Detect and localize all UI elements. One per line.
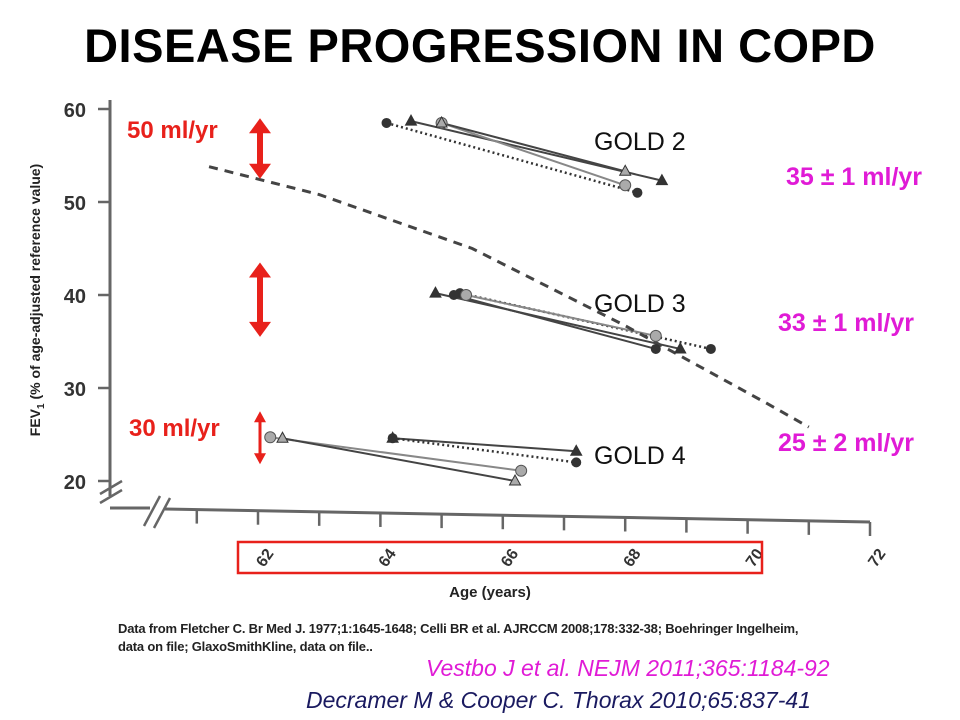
data-point	[618, 164, 632, 176]
series-line-6	[465, 294, 657, 337]
page-title: DISEASE PROGRESSION IN COPD	[84, 19, 876, 72]
series-line-10	[392, 437, 577, 453]
y-tick-label: 60	[64, 100, 86, 122]
x-tick-label: 72	[865, 546, 889, 570]
data-point	[632, 187, 643, 198]
group-label-gold2: GOLD 2	[594, 128, 686, 156]
range-arrow-head-up	[249, 262, 271, 278]
group-label-gold4: GOLD 4	[594, 442, 686, 470]
series-line-9	[282, 437, 516, 482]
rate-gold4: 25 ± 2 ml/yr	[778, 429, 915, 457]
data-point	[381, 117, 392, 128]
x-axis-line	[164, 507, 871, 524]
arrow-label-bottom: 30 ml/yr	[129, 415, 220, 442]
markers-group	[264, 114, 716, 486]
arrow-label-top: 50 ml/yr	[127, 117, 218, 144]
x-axis-label: Age (years)	[449, 584, 531, 601]
range-arrow-head-up	[254, 411, 266, 423]
x-axis-break-mark	[142, 495, 162, 527]
data-point	[276, 431, 289, 443]
y-axis-break-mark	[99, 479, 123, 496]
x-axis-highlight-box	[236, 540, 764, 575]
x-tick-label: 70	[743, 546, 767, 570]
data-point	[387, 433, 398, 444]
x-tick-label: 66	[498, 546, 522, 570]
data-point	[705, 343, 716, 354]
rate-gold3: 33 ± 1 ml/yr	[778, 309, 915, 337]
x-ticks: 62 64 66 68 70 72	[195, 509, 890, 570]
range-arrow-head-up	[249, 118, 271, 134]
series-line-7	[453, 294, 657, 350]
series-line-3	[441, 121, 626, 173]
data-point	[515, 464, 528, 477]
reference-decramer: Decramer M & Cooper C. Thorax 2010;65:83…	[306, 687, 811, 713]
reference-vestbo: Vestbo J et al. NEJM 2011;365:1184-92	[426, 655, 830, 681]
y-tick-label: 30	[64, 379, 86, 401]
data-point	[508, 473, 522, 486]
data-point	[429, 286, 442, 298]
data-point	[264, 431, 277, 444]
data-point	[673, 341, 687, 354]
series-line-2	[441, 122, 626, 187]
x-tick-label: 64	[376, 546, 400, 570]
group-label-gold3: GOLD 3	[594, 290, 686, 318]
data-point	[460, 289, 473, 301]
y-axis-break-mark	[99, 488, 123, 505]
data-point	[655, 173, 669, 186]
data-point	[650, 343, 661, 354]
y-axis-label: FEV1 (% of age-adjusted reference value)	[27, 164, 47, 436]
data-point	[619, 179, 632, 192]
y-axis-label-rest: (% of age-adjusted reference value)	[27, 164, 43, 404]
data-point	[404, 114, 418, 126]
series-line-12	[208, 165, 810, 429]
data-source-note: Data from Fletcher C. Br Med J. 1977;1:1…	[118, 621, 799, 654]
y-ticks: 20 30 40 50 60	[64, 100, 110, 494]
data-point	[569, 444, 583, 456]
series-line-0	[386, 121, 638, 194]
range-arrow-head-down	[249, 321, 271, 337]
series-group	[208, 120, 810, 482]
range-arrow-head-down	[249, 163, 271, 179]
series-line-11	[392, 436, 577, 464]
y-tick-label: 40	[64, 286, 86, 308]
x-tick-label: 62	[253, 546, 277, 570]
axes	[99, 100, 871, 529]
series-line-4	[435, 292, 681, 350]
data-point	[571, 457, 582, 468]
rate-gold2: 35 ± 1 ml/yr	[786, 163, 923, 191]
data-point	[435, 115, 448, 128]
y-tick-label: 50	[64, 193, 86, 215]
x-axis-break-mark	[152, 497, 172, 529]
arrows-group	[249, 118, 271, 465]
x-tick-label: 68	[621, 546, 645, 570]
y-tick-label: 20	[64, 472, 86, 494]
range-arrow-head-down	[254, 453, 266, 465]
data-point	[448, 290, 459, 300]
data-point	[649, 329, 662, 342]
